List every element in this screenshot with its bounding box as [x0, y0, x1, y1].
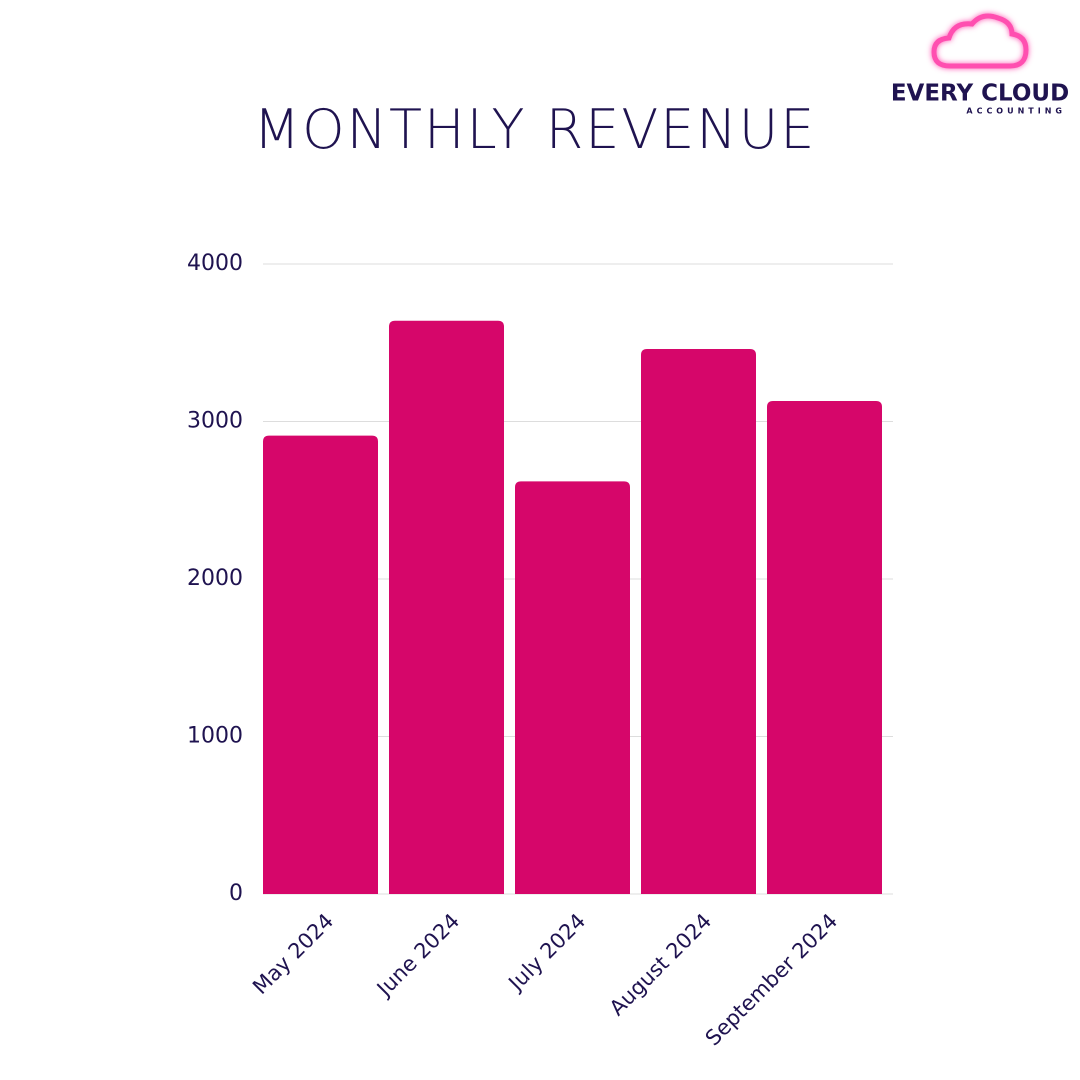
bar — [767, 401, 882, 894]
y-tick-label: 3000 — [187, 409, 243, 434]
x-tick-label: June 2024 — [371, 909, 464, 1002]
y-tick-label: 1000 — [187, 724, 243, 749]
x-tick-label: July 2024 — [503, 909, 591, 997]
y-tick-label: 0 — [229, 881, 243, 906]
logo-cloud — [931, 13, 1029, 69]
bar — [515, 481, 630, 894]
y-tick-label: 4000 — [187, 251, 243, 276]
logo-tagline: ACCOUNTING — [966, 107, 1066, 116]
x-tick-label: May 2024 — [248, 909, 338, 999]
x-tick-label: September 2024 — [701, 909, 843, 1051]
y-tick-label: 2000 — [187, 566, 243, 591]
logo-name: EVERY CLOUD — [891, 81, 1069, 107]
x-tick-label: August 2024 — [605, 909, 716, 1020]
bar — [263, 435, 378, 894]
chart-title: MONTHLY REVENUE — [254, 98, 817, 161]
bar — [389, 320, 504, 894]
bar — [641, 349, 756, 894]
